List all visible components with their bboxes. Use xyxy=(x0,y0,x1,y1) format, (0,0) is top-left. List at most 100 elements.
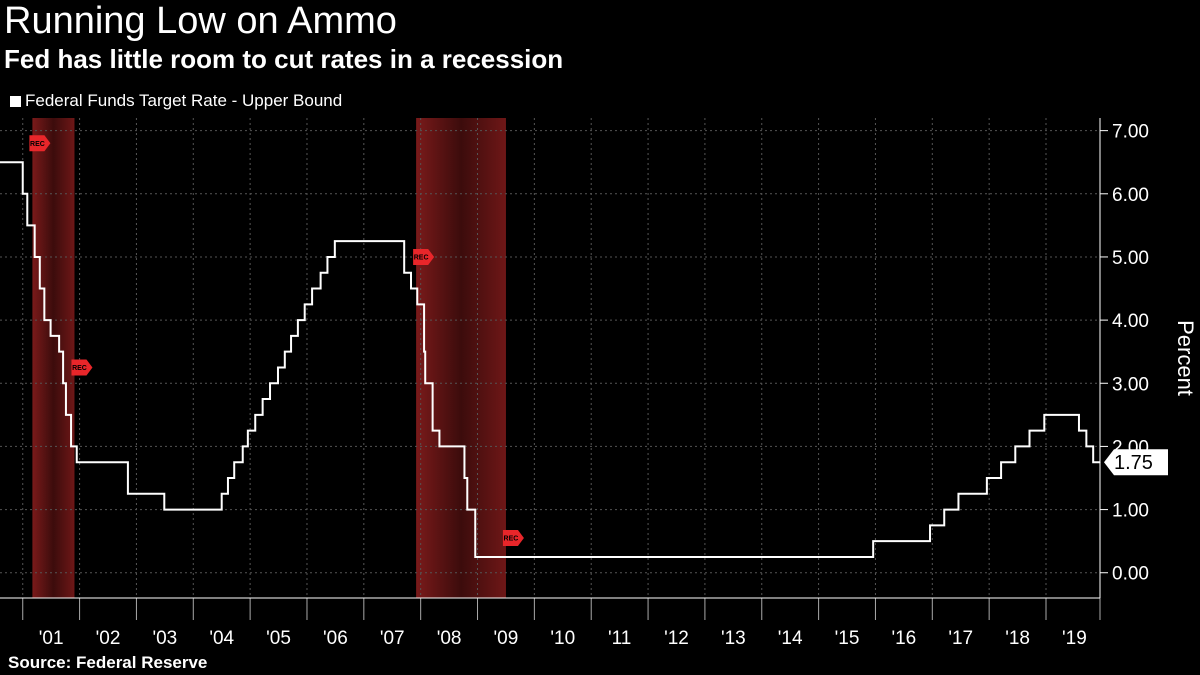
rate-point xyxy=(65,414,67,416)
rate-point xyxy=(1085,445,1087,448)
x-tick-label: '17 xyxy=(948,628,973,649)
rate-point xyxy=(247,430,249,432)
rec-tag-icon xyxy=(29,135,51,152)
rec-tag-icon xyxy=(502,530,524,546)
x-tick-label: '08 xyxy=(437,628,462,649)
chart-title: Running Low on Ammo xyxy=(4,0,397,42)
y-tick-label: 0.00 xyxy=(1112,564,1149,585)
x-tick-label: '04 xyxy=(209,628,234,649)
rate-point xyxy=(943,508,945,511)
rate-point xyxy=(1028,430,1031,432)
x-tick-label: '12 xyxy=(664,628,689,649)
y-tick-label: 4.00 xyxy=(1112,311,1149,332)
rate-point xyxy=(26,224,28,226)
x-tick-label: '06 xyxy=(323,628,348,649)
rate-point xyxy=(1043,414,1045,416)
rate-point xyxy=(254,414,256,416)
rate-point xyxy=(34,256,36,258)
rate-point xyxy=(438,445,441,448)
rec-tag-icon xyxy=(413,248,435,265)
rate-point xyxy=(1092,461,1094,463)
rec-tag-icon xyxy=(71,359,93,376)
x-tick-label: '02 xyxy=(96,628,121,649)
chart-subtitle: Fed has little room to cut rates in a re… xyxy=(4,44,564,74)
rate-point xyxy=(872,540,874,542)
rate-point xyxy=(423,351,425,353)
y-tick-label: 3.00 xyxy=(1112,374,1149,395)
rate-point xyxy=(62,382,64,384)
x-tick-label: '05 xyxy=(266,628,291,649)
rate-point xyxy=(262,398,264,400)
source-note: Source: Federal Reserve xyxy=(8,653,208,672)
x-tick-label: '09 xyxy=(494,628,519,649)
y-tick-label: 6.00 xyxy=(1112,185,1149,206)
legend: Federal Funds Target Rate - Upper Bound xyxy=(10,91,342,111)
rate-point xyxy=(163,508,165,511)
rec-tag-label: REC xyxy=(72,365,87,372)
rate-point xyxy=(284,351,286,353)
x-tick-label: '14 xyxy=(778,628,803,649)
x-tick-label: '16 xyxy=(891,628,916,649)
rate-point xyxy=(0,161,1,163)
rate-point xyxy=(311,287,313,290)
rate-point xyxy=(290,335,292,337)
rate-point xyxy=(424,382,426,384)
y-tick-label: 7.00 xyxy=(1112,122,1149,143)
x-tick-label: '07 xyxy=(380,628,405,649)
recession-band xyxy=(32,118,75,598)
last-value-badge: 1.75 xyxy=(1104,449,1168,476)
rate-point xyxy=(297,319,299,321)
x-tick-label: '01 xyxy=(39,628,64,649)
rate-point xyxy=(334,240,336,242)
rate-point xyxy=(463,477,466,479)
x-tick-label: '10 xyxy=(550,628,575,649)
rate-point xyxy=(410,287,412,290)
x-tick-label: '15 xyxy=(835,628,860,649)
rate-point xyxy=(1000,461,1002,463)
rate-point xyxy=(58,351,60,353)
rec-tag-label: REC xyxy=(504,536,519,543)
recession-marker: REC xyxy=(71,359,93,376)
rec-tag-label: REC xyxy=(414,254,429,261)
rate-point xyxy=(22,193,24,195)
rate-point xyxy=(1014,445,1016,448)
y-tick-label: 5.00 xyxy=(1112,248,1149,269)
rate-point xyxy=(957,493,960,495)
rate-point xyxy=(1078,430,1080,432)
rate-point xyxy=(416,303,418,305)
rate-point xyxy=(43,319,45,321)
recession-marker: REC xyxy=(502,530,524,546)
y-axis-title: Percent xyxy=(1173,320,1198,396)
recession-band xyxy=(416,118,506,598)
rec-tag-label: REC xyxy=(30,141,45,148)
rate-point xyxy=(76,461,78,463)
legend-swatch-icon xyxy=(10,95,21,107)
rate-point xyxy=(466,508,468,511)
rate-line xyxy=(0,161,1100,558)
rate-point xyxy=(929,524,931,526)
rate-point xyxy=(1099,461,1101,463)
rate-point xyxy=(326,256,329,258)
legend-label: Federal Funds Target Rate - Upper Bound xyxy=(25,91,343,110)
recession-marker: REC xyxy=(29,135,51,152)
recession-marker: REC xyxy=(413,248,435,265)
rate-point xyxy=(49,335,52,337)
x-tick-label: '03 xyxy=(152,628,177,649)
rate-point xyxy=(70,445,72,448)
rate-point xyxy=(269,382,271,384)
last-value-label: 1.75 xyxy=(1114,452,1153,474)
x-tick-label: '11 xyxy=(608,628,631,649)
rate-point xyxy=(227,477,229,479)
rate-point xyxy=(403,272,405,274)
rate-point xyxy=(242,445,244,448)
rate-point xyxy=(39,287,41,290)
x-tick-label: '13 xyxy=(721,628,746,649)
rate-point xyxy=(277,366,279,369)
rate-point xyxy=(986,477,988,479)
y-tick-label: 1.00 xyxy=(1112,501,1149,522)
rate-point xyxy=(474,556,476,558)
x-tick-label: '18 xyxy=(1005,628,1030,649)
last-value-box xyxy=(1104,449,1168,476)
x-tick-label: '19 xyxy=(1062,628,1087,649)
